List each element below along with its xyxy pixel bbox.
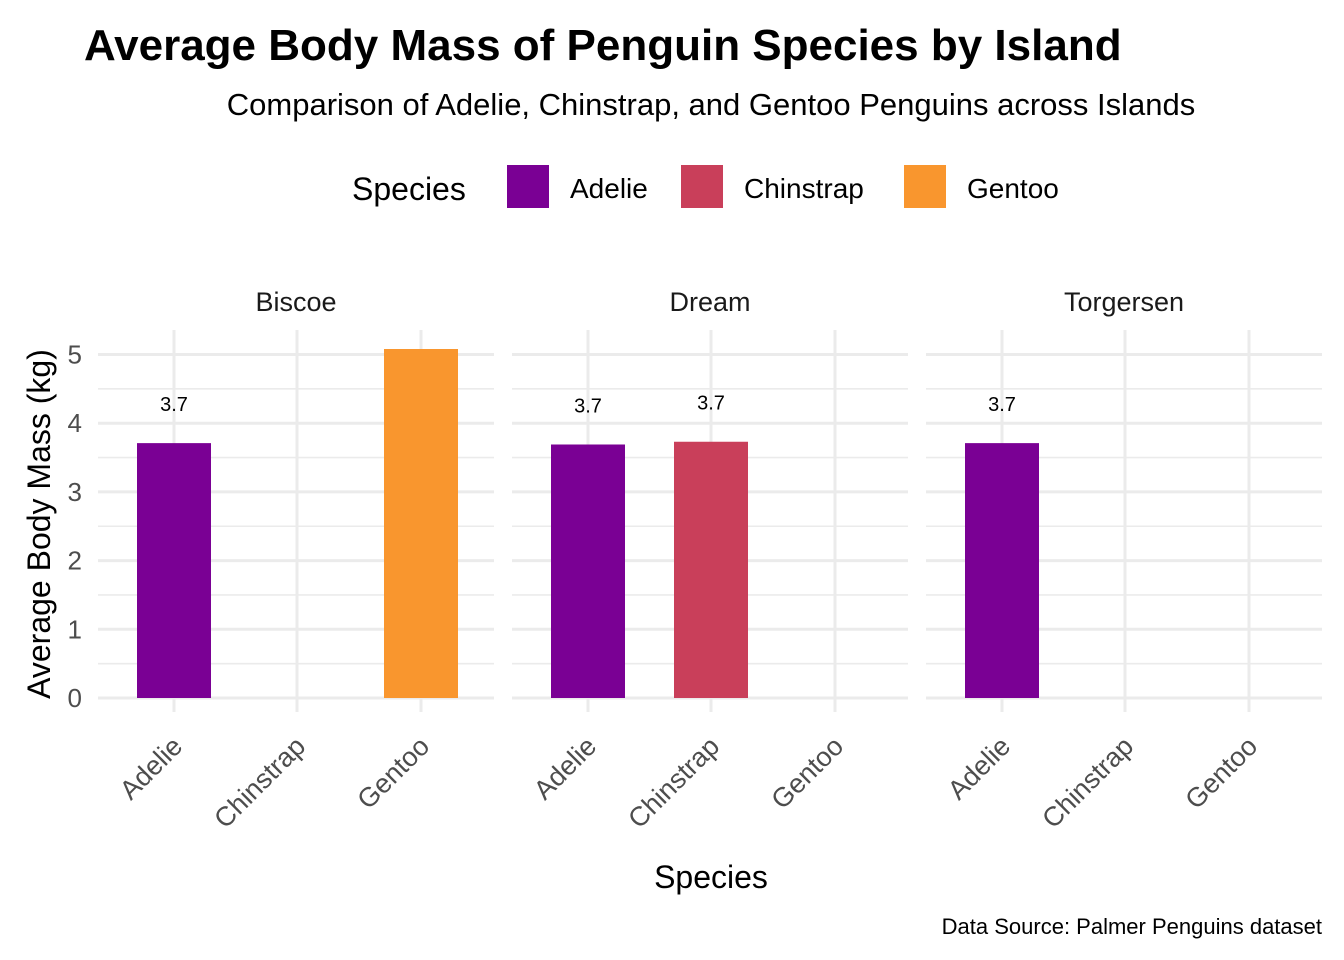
- legend-label-chinstrap: Chinstrap: [744, 173, 864, 204]
- x-tick-label-dream-chinstrap: Chinstrap: [622, 731, 725, 834]
- bar-dream-adelie: [551, 444, 625, 698]
- data-label-torgersen-adelie: 3.7: [988, 394, 1016, 416]
- facet-biscoe: Biscoe 3.7 Adelie Chinstrap Gentoo: [98, 287, 494, 834]
- y-tick-label: 5: [68, 340, 82, 370]
- legend-key-chinstrap: [681, 165, 723, 208]
- chart-subtitle: Comparison of Adelie, Chinstrap, and Gen…: [227, 87, 1195, 122]
- legend-label-adelie: Adelie: [570, 173, 648, 204]
- data-label-biscoe-adelie: 3.7: [160, 394, 188, 416]
- bar-torgersen-adelie: [965, 443, 1039, 698]
- x-tick-label-dream-adelie: Adelie: [528, 731, 602, 805]
- chart-title: Average Body Mass of Penguin Species by …: [84, 21, 1122, 70]
- x-tick-label-torgersen-gentoo: Gentoo: [1179, 731, 1263, 815]
- y-tick-label: 3: [68, 477, 82, 507]
- y-tick-label: 4: [68, 408, 82, 438]
- caption: Data Source: Palmer Penguins dataset: [942, 914, 1322, 939]
- facet-label-biscoe: Biscoe: [255, 287, 336, 317]
- legend-label-gentoo: Gentoo: [967, 173, 1059, 204]
- y-axis: 0 1 2 3 4 5: [68, 340, 82, 714]
- y-tick-label: 2: [68, 546, 82, 576]
- y-tick-label: 1: [68, 614, 82, 644]
- x-tick-label-dream-gentoo: Gentoo: [765, 731, 849, 815]
- facet-dream: Dream 3.7 3.7 Adelie Chinstrap Gentoo: [512, 287, 908, 834]
- y-tick-label: 0: [68, 683, 82, 713]
- x-tick-label-torgersen-chinstrap: Chinstrap: [1036, 731, 1139, 834]
- bar-biscoe-gentoo: [384, 349, 458, 698]
- x-tick-label-biscoe-chinstrap: Chinstrap: [208, 731, 311, 834]
- legend: Species Adelie Chinstrap Gentoo: [352, 165, 1059, 208]
- x-axis-label: Species: [654, 859, 768, 895]
- x-tick-label-biscoe-adelie: Adelie: [114, 731, 188, 805]
- legend-title: Species: [352, 171, 466, 207]
- bar-biscoe-adelie: [137, 443, 211, 698]
- data-label-dream-chinstrap: 3.7: [697, 393, 725, 415]
- facet-label-dream: Dream: [669, 287, 750, 317]
- facet-panels: Biscoe 3.7 Adelie Chinstrap Gentoo Dream 3.7 3.…: [98, 287, 1322, 834]
- data-label-dream-adelie: 3.7: [574, 395, 602, 417]
- x-tick-label-torgersen-adelie: Adelie: [942, 731, 1016, 805]
- legend-key-gentoo: [904, 165, 946, 208]
- bar-dream-chinstrap: [674, 441, 748, 698]
- facet-torgersen: Torgersen 3.7 Adelie Chinstrap Gentoo: [926, 287, 1322, 834]
- legend-key-adelie: [507, 165, 549, 208]
- facet-label-torgersen: Torgersen: [1064, 287, 1184, 317]
- x-tick-label-biscoe-gentoo: Gentoo: [351, 731, 435, 815]
- y-axis-label: Average Body Mass (kg): [21, 349, 57, 699]
